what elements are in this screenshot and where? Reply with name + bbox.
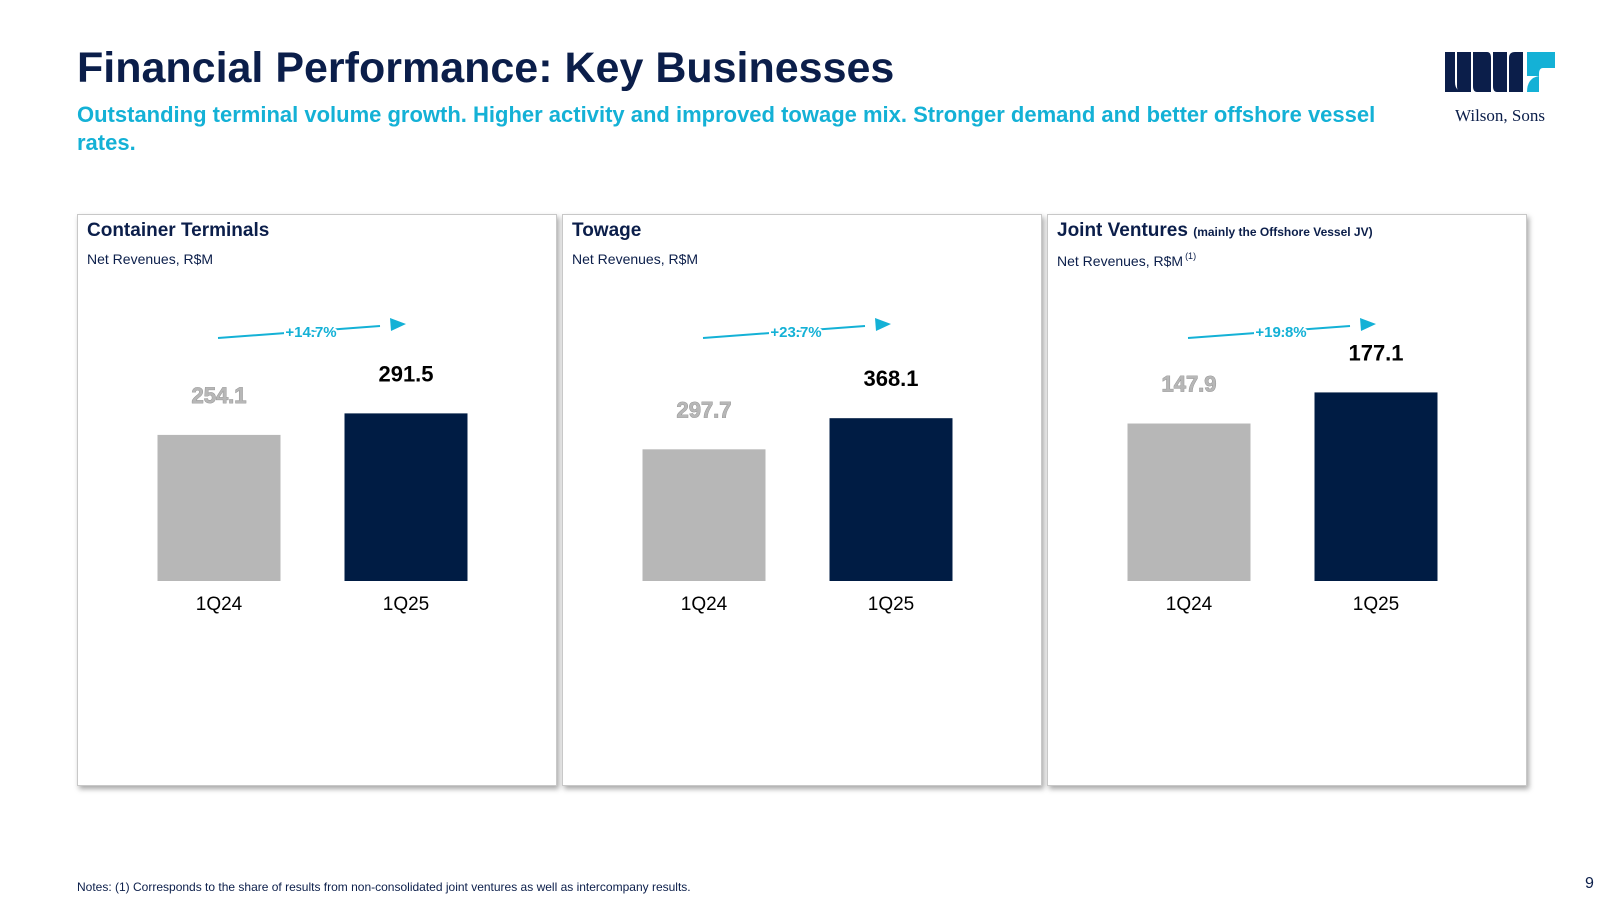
arrow-line (1187, 325, 1351, 339)
arrow-line (702, 325, 866, 339)
bar-1q24 (1127, 423, 1251, 581)
growth-label: +19.8% (1255, 324, 1306, 341)
category-label: 1Q25 (383, 594, 429, 615)
bar-1q25 (1314, 392, 1438, 581)
panel-title-text: Joint Ventures (1057, 220, 1188, 241)
panel-title-note: (mainly the Offshore Vessel JV) (1193, 225, 1373, 239)
panel-subtitle: Net Revenues, R$M (87, 251, 214, 267)
footnote: Notes: (1) Corresponds to the share of r… (77, 880, 691, 894)
arrow-head (1360, 318, 1376, 331)
wilson-sons-logo-icon (1445, 52, 1555, 92)
value-label: 254.1 (191, 383, 246, 408)
bar-1q24 (157, 434, 281, 581)
bar-chart-towage: 297.7 1Q24 368.1 1Q25 +23.7% (642, 318, 953, 615)
category-label: 1Q25 (1353, 594, 1399, 615)
page-subtitle: Outstanding terminal volume growth. High… (77, 102, 1376, 155)
panel-title-text: Container Terminals (87, 220, 270, 241)
company-logo: Wilson, Sons (1443, 48, 1557, 130)
growth-label: +23.7% (770, 324, 821, 341)
arrow-head (390, 318, 406, 331)
arrow-head (875, 318, 891, 331)
panel-subtitle: Net Revenues, R$M (1) (1057, 251, 1196, 269)
logo-text: Wilson, Sons (1455, 106, 1545, 125)
value-label: 297.7 (676, 397, 731, 422)
panel-towage: Towage Net Revenues, R$M 297.7 1Q24 368.1 1… (562, 214, 1042, 786)
growth-arrow-icon (217, 318, 406, 339)
value-label: 291.5 (378, 361, 433, 386)
panel-title-text: Towage (572, 220, 642, 241)
growth-arrow-icon (1187, 318, 1376, 339)
value-label: 368.1 (863, 366, 918, 391)
panel-container-terminals: Container Terminals Net Revenues, R$M 25… (77, 214, 557, 786)
value-label: 147.9 (1161, 372, 1216, 397)
panel-title: Joint Ventures (mainly the Offshore Vess… (1057, 220, 1373, 242)
category-label: 1Q24 (681, 594, 728, 615)
bar-1q24 (642, 449, 766, 581)
growth-label: +14.7% (285, 324, 336, 341)
bar-chart-joint-ventures: 147.9 1Q24 177.1 1Q25 +19.8% (1127, 318, 1438, 615)
panel-title: Towage (572, 220, 641, 242)
bar-chart-container-terminals: 254.1 1Q24 291.5 1Q25 +14.7% (157, 318, 468, 615)
growth-arrow-icon (702, 318, 891, 339)
bar-1q25 (829, 418, 953, 581)
page-title: Financial Performance: Key Businesses (77, 44, 895, 92)
panel-title: Container Terminals (87, 220, 269, 242)
category-label: 1Q25 (868, 594, 914, 615)
panel-joint-ventures: Joint Ventures (mainly the Offshore Vess… (1047, 214, 1527, 786)
category-label: 1Q24 (196, 594, 243, 615)
value-label: 177.1 (1348, 340, 1403, 365)
panel-subtitle-text: Net Revenues, R$M (1057, 253, 1184, 269)
category-label: 1Q24 (1166, 594, 1213, 615)
bar-1q25 (344, 413, 468, 581)
footnote-ref: (1) (1185, 251, 1197, 261)
arrow-line (217, 325, 381, 339)
page-number: 9 (1585, 875, 1594, 892)
panel-subtitle: Net Revenues, R$M (572, 251, 699, 267)
